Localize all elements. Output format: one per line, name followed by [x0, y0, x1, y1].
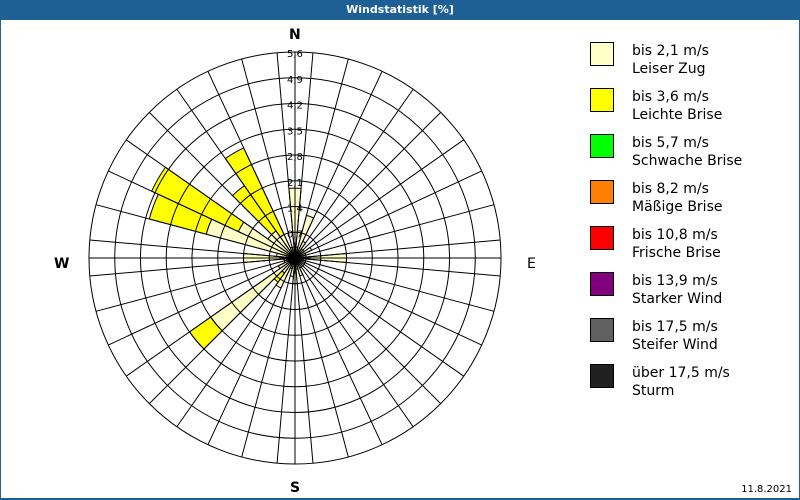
- sector-gridline: [294, 257, 414, 428]
- legend-name: Starker Wind: [632, 291, 723, 307]
- sector-gridline: [241, 257, 296, 458]
- sector-gridline: [294, 257, 495, 312]
- sector-gridline: [294, 111, 442, 259]
- direction-east-label: E: [527, 256, 536, 272]
- sector-gridline: [276, 257, 296, 464]
- legend-range: bis 3,6 m/s: [632, 89, 709, 105]
- sector-gridline: [176, 257, 296, 428]
- radial-tick-label: 4,9: [287, 75, 303, 86]
- sector-gridline: [95, 204, 296, 259]
- sector-gridline: [294, 257, 482, 346]
- legend-swatch: [590, 364, 614, 388]
- sector-gridline: [176, 88, 296, 259]
- legend-range: über 17,5 m/s: [632, 365, 730, 381]
- sector-gridline: [294, 239, 501, 259]
- radial-tick-label: 2,1: [287, 178, 303, 189]
- legend-swatch: [590, 88, 614, 112]
- sector-gridline: [89, 239, 296, 259]
- legend-name: Leiser Zug: [632, 61, 706, 77]
- radial-tick-label: 4,2: [287, 101, 303, 112]
- radial-tick-label: 1,4: [287, 204, 303, 215]
- sector-gridline: [95, 257, 296, 312]
- sector-gridline: [294, 170, 482, 259]
- sector-gridline: [294, 204, 495, 259]
- sector-gridline: [294, 257, 465, 377]
- sector-gridline: [207, 257, 296, 445]
- sector-gridline: [125, 257, 296, 377]
- sector-gridline: [294, 88, 414, 259]
- legend-name: Leichte Brise: [632, 107, 723, 123]
- sector-gridline: [148, 257, 296, 405]
- direction-west-label: W: [54, 256, 70, 272]
- sector-gridline: [294, 257, 442, 405]
- legend-name: Mäßige Brise: [632, 199, 723, 215]
- radial-tick-label: 3,5: [287, 126, 303, 137]
- sector-gridline: [294, 257, 349, 458]
- legend-swatch: [590, 180, 614, 204]
- legend-range: bis 2,1 m/s: [632, 43, 709, 59]
- sector-gridline: [89, 257, 296, 277]
- legend-name: Steifer Wind: [632, 337, 718, 353]
- sector-gridline: [108, 170, 296, 259]
- legend-name: Frische Brise: [632, 245, 721, 261]
- legend-name: Schwache Brise: [632, 153, 743, 169]
- legend-range: bis 13,9 m/s: [632, 273, 718, 289]
- chart-title: Windstatistik [%]: [0, 0, 800, 20]
- sector-gridline: [207, 71, 296, 259]
- sector-gridline: [294, 52, 314, 259]
- sector-gridline: [276, 52, 296, 259]
- legend-swatch: [590, 134, 614, 158]
- legend-swatch: [590, 226, 614, 250]
- sector-gridline: [125, 139, 296, 259]
- direction-north-label: N: [289, 27, 301, 43]
- direction-south-label: S: [290, 480, 301, 496]
- bottom-border: [0, 498, 800, 500]
- radial-tick-label: 0,7: [287, 229, 303, 240]
- sector-gridline: [108, 257, 296, 346]
- sector-gridline: [294, 139, 465, 259]
- legend-range: bis 8,2 m/s: [632, 181, 709, 197]
- sector-gridline: [294, 58, 349, 259]
- date-label: 11.8.2021: [741, 484, 792, 495]
- center-hub: [291, 254, 299, 262]
- legend-swatch: [590, 272, 614, 296]
- sector-gridline: [294, 257, 314, 464]
- sector-gridline: [294, 71, 383, 259]
- legend-swatch: [590, 318, 614, 342]
- legend-name: Sturm: [632, 383, 675, 399]
- sector-gridline: [294, 257, 501, 277]
- legend-swatch: [590, 42, 614, 66]
- legend-range: bis 10,8 m/s: [632, 227, 718, 243]
- sector-gridline: [294, 257, 383, 445]
- wind-rose-chart: 0,7 1,4 2,1 2,8 3,5 4,2 4,9 5,6: [88, 49, 502, 465]
- radial-tick-label: 5,6: [287, 49, 303, 60]
- legend-range: bis 17,5 m/s: [632, 319, 718, 335]
- sector-gridline: [148, 111, 296, 259]
- legend-range: bis 5,7 m/s: [632, 135, 709, 151]
- radial-tick-label: 2,8: [287, 152, 303, 163]
- sector-gridline: [241, 58, 296, 259]
